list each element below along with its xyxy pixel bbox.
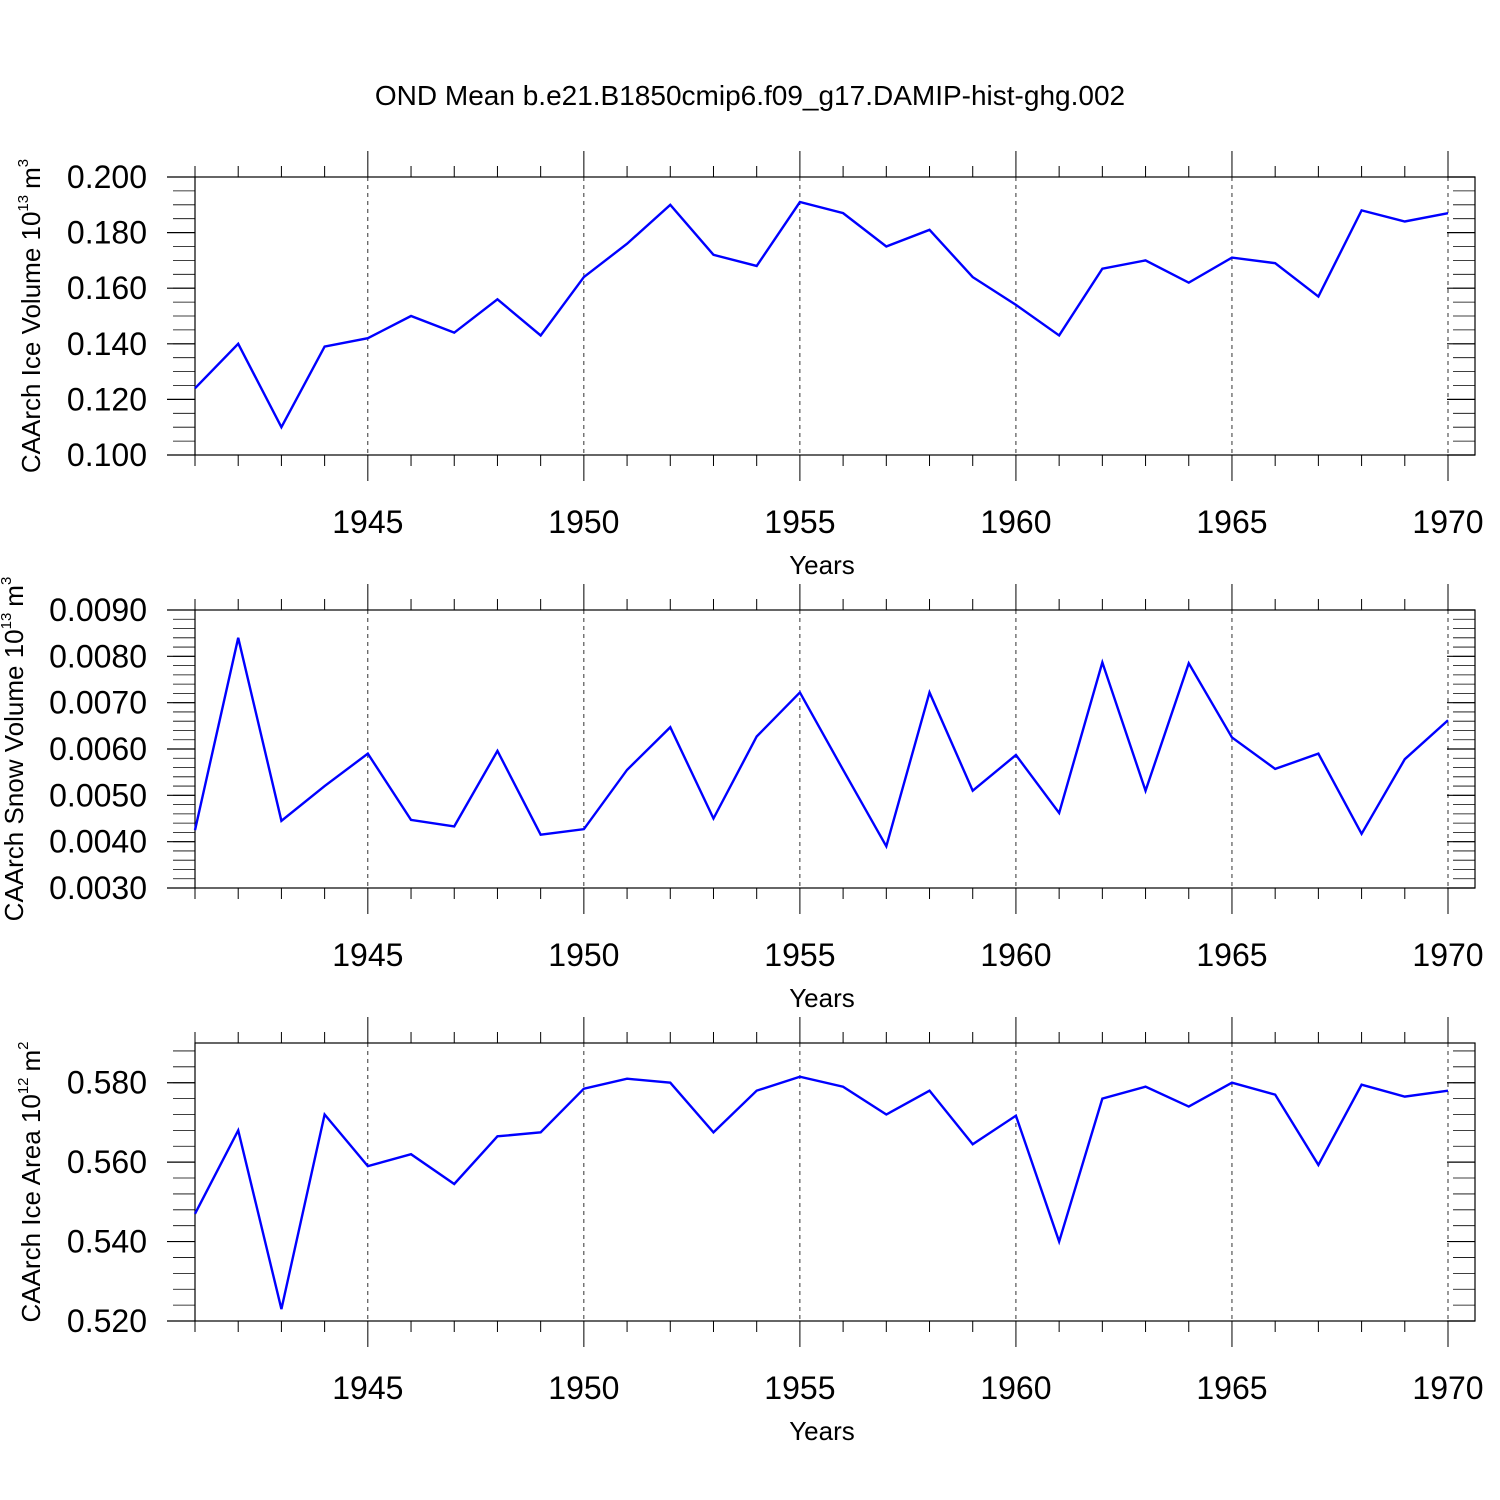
series-line-2 — [193, 637, 1449, 850]
y-tick-label: 0.160 — [67, 270, 147, 306]
y-axis-label-space — [16, 240, 46, 247]
y-tick-label: 0.0040 — [49, 824, 147, 860]
y-axis-label: CAArch Ice Volume 1013 m3 — [15, 159, 46, 473]
x-tick-label: 1970 — [1412, 937, 1483, 973]
y-tick-label: 0.580 — [67, 1065, 147, 1101]
y-axis-label-unit-dim: m — [16, 1050, 46, 1072]
y-axis-label-unit-dim: m — [16, 167, 46, 189]
chart-title: OND Mean b.e21.B1850cmip6.f09_g17.DAMIP-… — [375, 80, 1125, 111]
y-tick-label: 0.0080 — [49, 638, 147, 674]
x-tick-label: 1945 — [332, 504, 403, 540]
y-axis-label-unit-base: 10 — [16, 1094, 46, 1123]
x-tick-label: 1955 — [764, 937, 835, 973]
y-tick-label: 0.0070 — [49, 685, 147, 721]
y-tick-label: 0.120 — [67, 381, 147, 417]
x-tick-label: 1960 — [980, 504, 1051, 540]
y-axis-label-unit-dim-exp: 3 — [15, 159, 32, 167]
y-tick-label: 0.180 — [67, 215, 147, 251]
y-tick-label: 0.100 — [67, 437, 147, 473]
x-tick-label: 1945 — [332, 1370, 403, 1406]
series-line-3 — [193, 1075, 1449, 1310]
y-tick-label: 0.200 — [67, 159, 147, 195]
y-axis-label-name: CAArch Ice Area — [16, 1130, 46, 1323]
x-tick-label: 1970 — [1412, 1370, 1483, 1406]
panel-3: 0.520 0.540 0.560 0.580 1945 1950 1955 1960 1965… — [15, 1017, 1484, 1446]
y-tick-label: 0.520 — [67, 1303, 147, 1339]
y-tick-label: 0.0090 — [49, 592, 147, 628]
x-tick-label: 1960 — [980, 937, 1051, 973]
x-tick-label: 1960 — [980, 1370, 1051, 1406]
x-tick-label: 1970 — [1412, 504, 1483, 540]
x-tick-label: 1955 — [764, 1370, 835, 1406]
plot-frame — [194, 176, 1476, 456]
plot-frame — [194, 1042, 1476, 1322]
x-tick-label: 1950 — [548, 937, 619, 973]
series-line-1 — [194, 200, 1449, 430]
y-axis-label: CAArch Ice Area 1012 m2 — [15, 1041, 46, 1322]
y-tick-label: 0.560 — [67, 1144, 147, 1180]
panel-1: 0.100 0.120 0.140 0.160 0.180 0.200 1945 1950 19… — [15, 151, 1484, 580]
y-axis-label-unit-dim-exp: 3 — [0, 577, 15, 585]
x-axis-label: Years — [789, 983, 855, 1013]
y-axis-label-unit-dim-exp: 2 — [15, 1041, 32, 1049]
x-axis-label: Years — [789, 550, 855, 580]
y-axis-label-unit-dim: m — [0, 585, 29, 607]
y-tick-label: 0.0060 — [49, 731, 147, 767]
x-tick-label: 1945 — [332, 937, 403, 973]
x-tick-label: 1950 — [548, 504, 619, 540]
plot-frame — [194, 609, 1476, 889]
x-tick-label: 1955 — [764, 504, 835, 540]
y-axis-label-unit-base: 10 — [16, 212, 46, 241]
panel-2: 0.0030 0.0040 0.0050 0.0060 0.0070 0.0080 0.00… — [0, 577, 1484, 1013]
x-tick-label: 1965 — [1196, 504, 1267, 540]
y-axis-label-space — [16, 1123, 46, 1130]
y-axis-label-space — [0, 658, 29, 665]
y-axis-label-unit-exp: 13 — [15, 195, 32, 212]
y-axis-label-name: CAArch Snow Volume — [0, 666, 29, 922]
y-axis-label-unit-exp: 12 — [15, 1077, 32, 1094]
x-tick-label: 1965 — [1196, 937, 1267, 973]
y-axis-label-unit-base: 10 — [0, 629, 29, 658]
y-axis-label-name: CAArch Ice Volume — [16, 248, 46, 473]
y-axis-label: CAArch Snow Volume 1013 m3 — [0, 577, 29, 922]
x-tick-label: 1950 — [548, 1370, 619, 1406]
y-tick-label: 0.0030 — [49, 870, 147, 906]
x-axis-label: Years — [789, 1416, 855, 1446]
y-tick-label: 0.540 — [67, 1224, 147, 1260]
y-axis-label-unit-exp: 13 — [0, 613, 15, 630]
y-tick-label: 0.140 — [67, 326, 147, 362]
x-tick-label: 1965 — [1196, 1370, 1267, 1406]
y-tick-label: 0.0050 — [49, 777, 147, 813]
